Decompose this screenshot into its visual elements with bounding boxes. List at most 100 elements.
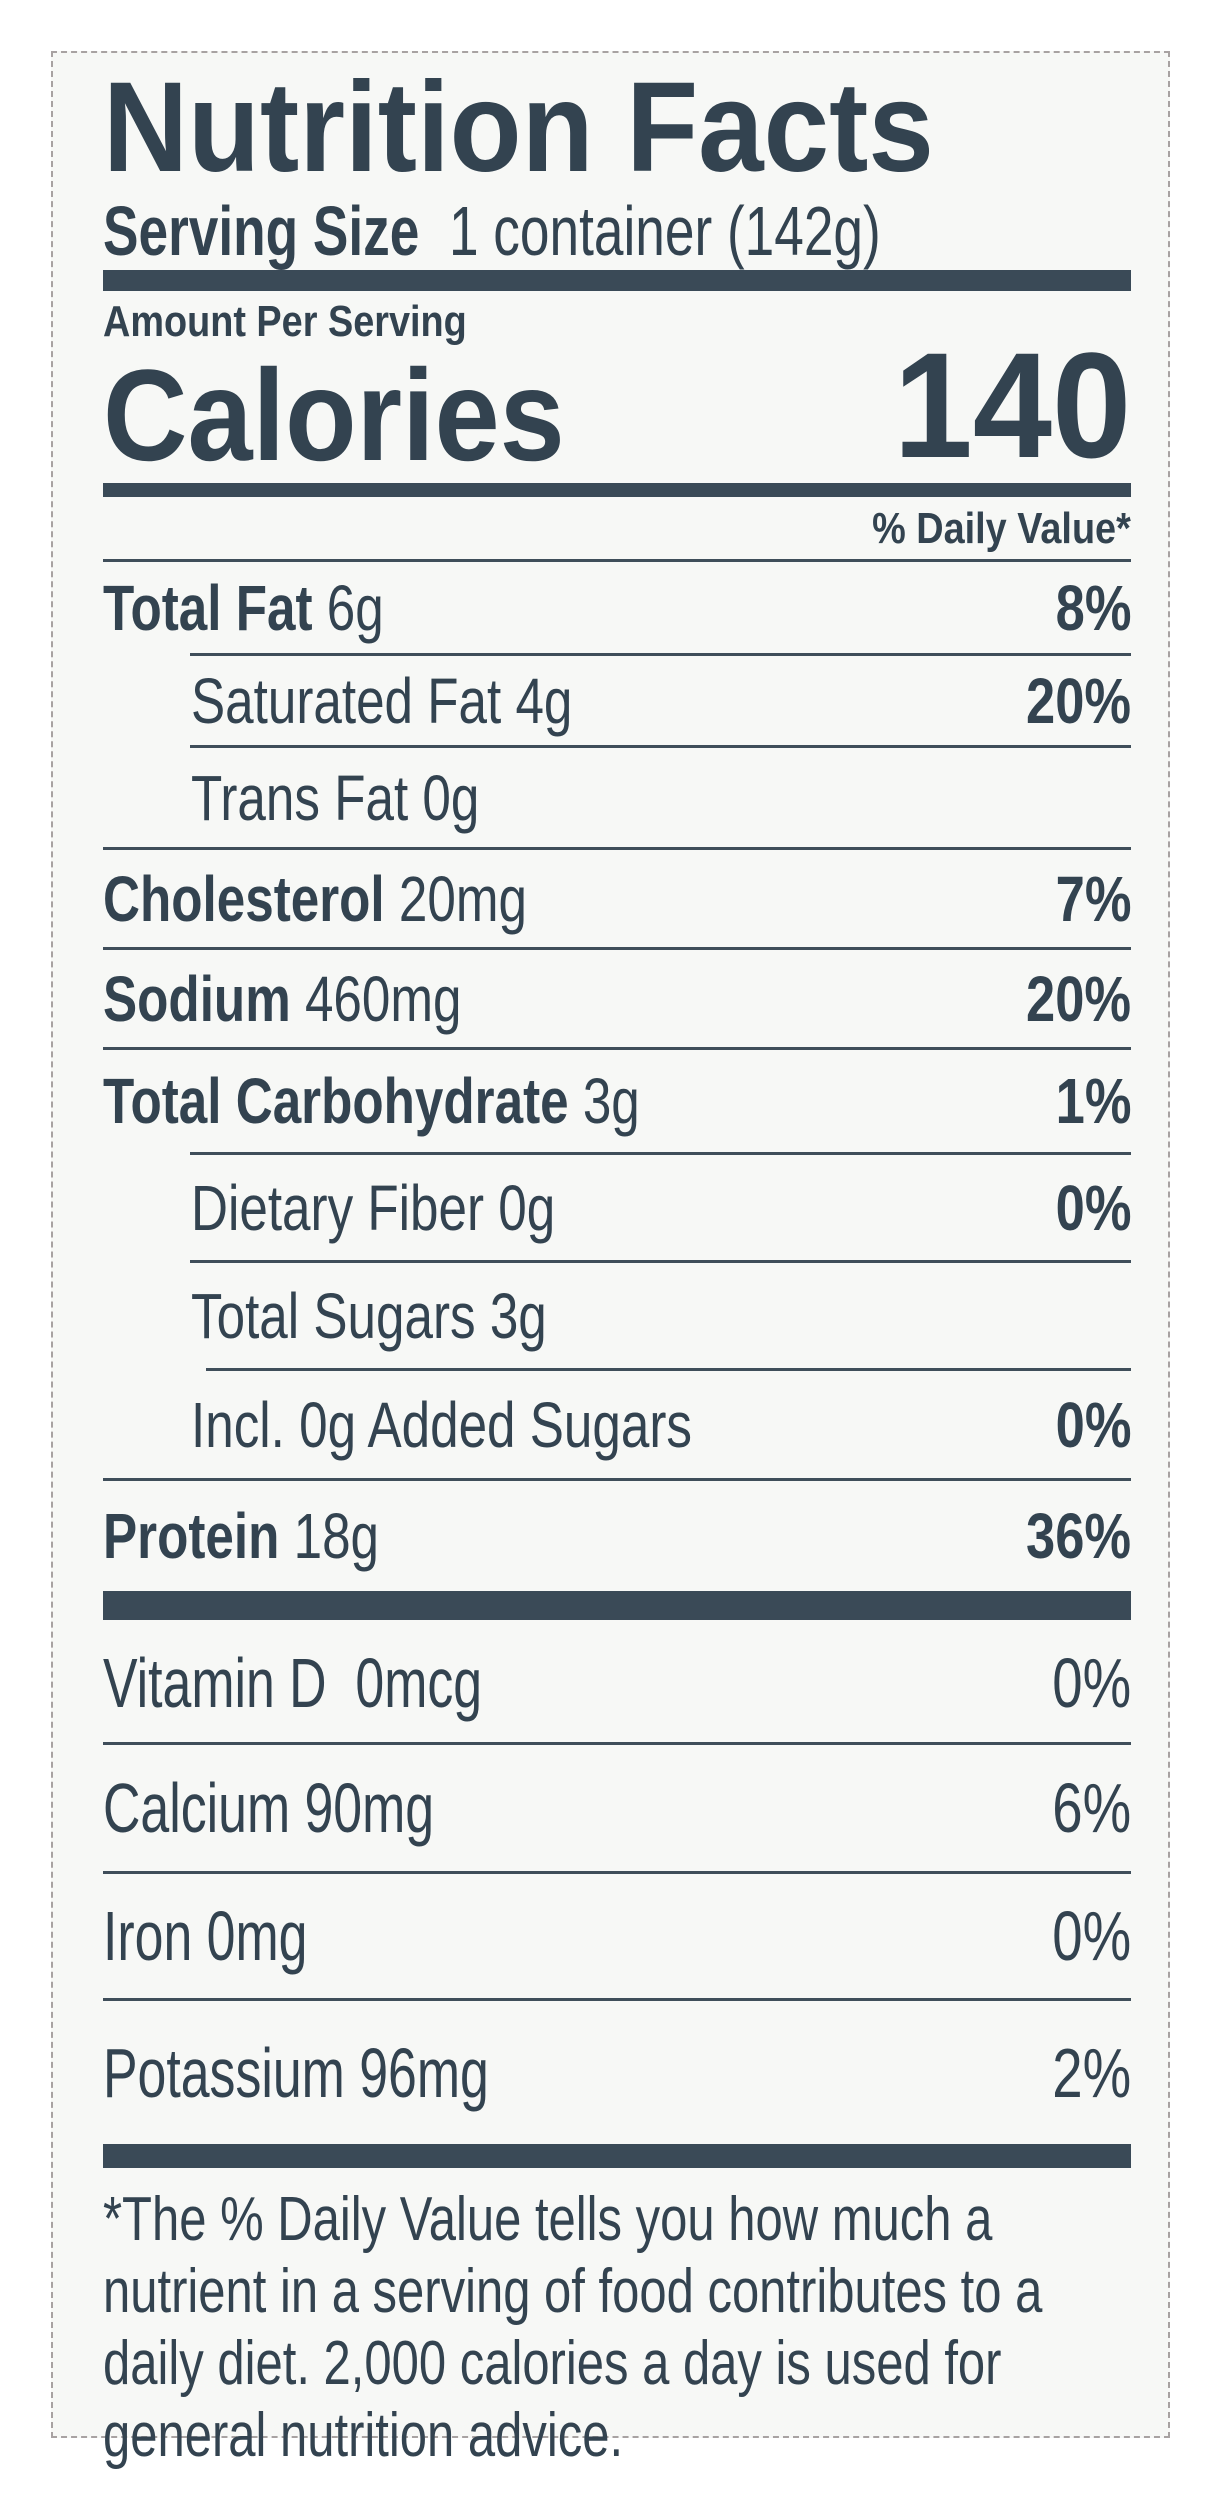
nutrient-daily-value: 1%	[1055, 1065, 1131, 1137]
row-divider	[103, 1478, 1131, 1481]
title-text: Nutrition Facts	[103, 56, 934, 199]
footnote: *The % Daily Value tells you how much a …	[103, 2185, 1043, 2470]
serving-size: Serving Size 1 container (142g)	[103, 196, 1143, 266]
nutrient-name: Incl. 0g Added Sugars	[191, 1388, 692, 1461]
row-divider	[103, 947, 1131, 950]
nutrient-row: Total Sugars 3g	[103, 1263, 1131, 1368]
nutrient-row: Dietary Fiber 0g 0%	[103, 1155, 1131, 1260]
vitamin-row: Iron 0mg 0%	[103, 1874, 1131, 1998]
nutrient-label: Incl. 0g Added Sugars	[191, 1388, 692, 1462]
vitamin-name: Potassium	[103, 2033, 345, 2112]
vitamin-daily-value: 6%	[1052, 1769, 1131, 1847]
vitamin-daily-value: 0%	[1052, 1897, 1131, 1975]
nutrient-label: Total Sugars 3g	[191, 1279, 547, 1353]
nutrient-daily-value: 7%	[1055, 862, 1131, 935]
row-divider	[103, 1742, 1131, 1745]
calories-value-text: 140	[893, 321, 1131, 489]
nutrient-daily-value: 36%	[1025, 1500, 1131, 1572]
nutrient-amount: 0g	[422, 761, 480, 834]
vitamin-label: Potassium 96mg	[103, 2033, 489, 2113]
row-divider	[206, 1368, 1131, 1371]
thick-divider	[103, 1591, 1131, 1620]
vitamin-name: Vitamin D	[103, 1643, 327, 1722]
vitamin-daily-value: 0%	[1052, 1643, 1131, 1722]
vitamin-row: Calcium 90mg 6%	[103, 1745, 1131, 1871]
row-divider	[190, 745, 1131, 748]
serving-size-label: Serving Size	[103, 192, 420, 270]
row-divider	[190, 1260, 1131, 1263]
vitamin-row: Vitamin D 0mcg 0%	[103, 1623, 1131, 1742]
nutrient-row: Incl. 0g Added Sugars 0%	[103, 1371, 1131, 1478]
daily-value-header-text: % Daily Value*	[872, 504, 1131, 553]
nutrient-name: Saturated Fat	[191, 664, 502, 737]
vitamin-name: Iron	[103, 1897, 193, 1975]
nutrient-row: Trans Fat 0g	[103, 748, 1131, 847]
nutrient-row: Saturated Fat 4g 20%	[103, 656, 1131, 745]
nutrient-row: Total Fat 6g 8%	[103, 562, 1131, 653]
vitamin-label: Vitamin D 0mcg	[103, 1643, 482, 1723]
nutrient-amount: 18g	[293, 1500, 380, 1572]
row-divider	[190, 653, 1131, 656]
nutrient-amount: 4g	[515, 664, 573, 737]
nutrient-name: Cholesterol	[103, 862, 385, 935]
nutrient-daily-value: 8%	[1055, 571, 1131, 644]
calories-label-text: Calories	[103, 342, 565, 488]
row-divider	[190, 1152, 1131, 1155]
nutrient-name: Total Carbohydrate	[103, 1065, 569, 1137]
vitamin-amount: 96mg	[359, 2033, 489, 2112]
nutrient-amount: 460mg	[304, 962, 462, 1035]
vitamin-daily-value: 2%	[1052, 2033, 1131, 2112]
serving-size-value: 1 container (142g)	[448, 192, 881, 270]
nutrient-name: Total Sugars	[191, 1279, 476, 1352]
nutrient-label: Saturated Fat 4g	[191, 664, 572, 738]
nutrient-row: Cholesterol 20mg 7%	[103, 850, 1131, 947]
row-divider	[103, 847, 1131, 850]
amount-per-serving-text: Amount Per Serving	[103, 297, 467, 346]
nutrient-name: Dietary Fiber	[191, 1171, 485, 1244]
nutrient-amount: 20mg	[398, 862, 527, 935]
nutrient-amount: 3g	[582, 1065, 640, 1137]
nutrient-row: Protein 18g 36%	[103, 1481, 1131, 1591]
vitamin-label: Calcium 90mg	[103, 1768, 434, 1848]
nutrient-row: Sodium 460mg 20%	[103, 950, 1131, 1047]
nutrient-label: Sodium 460mg	[103, 962, 462, 1036]
nutrient-name: Trans Fat	[191, 761, 409, 834]
row-divider	[103, 1998, 1131, 2001]
calories-value: 140	[881, 330, 1131, 480]
vitamin-label: Iron 0mg	[103, 1896, 307, 1976]
nutrient-label: Dietary Fiber 0g	[191, 1171, 555, 1245]
title: Nutrition Facts	[103, 64, 1006, 192]
vitamin-amount: 0mcg	[355, 1643, 483, 1722]
nutrient-label: Total Fat 6g	[103, 571, 384, 645]
nutrient-daily-value: 20%	[1025, 664, 1131, 737]
serving-size-text: Serving Size 1 container (142g)	[103, 196, 881, 266]
row-divider	[103, 1047, 1131, 1050]
nutrient-daily-value: 0%	[1055, 1388, 1131, 1461]
nutrient-daily-value: 20%	[1025, 962, 1131, 1035]
nutrient-label: Cholesterol 20mg	[103, 862, 527, 936]
nutrient-amount: 3g	[489, 1279, 547, 1352]
nutrient-daily-value: 0%	[1055, 1171, 1131, 1244]
vitamin-amount: 90mg	[304, 1769, 435, 1847]
nutrient-name: Total Fat	[103, 571, 313, 644]
nutrient-name: Protein	[103, 1500, 280, 1572]
amount-per-serving: Amount Per Serving	[103, 300, 526, 344]
nutrient-label: Total Carbohydrate 3g	[103, 1064, 640, 1138]
vitamin-row: Potassium 96mg 2%	[103, 2001, 1131, 2144]
nutrition-facts-label	[51, 51, 1170, 2438]
nutrient-label: Protein 18g	[103, 1499, 379, 1573]
vitamin-amount: 0mg	[206, 1897, 308, 1975]
daily-value-header: % Daily Value*	[830, 507, 1131, 551]
vitamin-name: Calcium	[103, 1769, 291, 1847]
nutrient-name: Sodium	[103, 962, 291, 1035]
medium-divider	[103, 483, 1131, 497]
nutrient-amount: 6g	[326, 571, 384, 644]
nutrient-row: Total Carbohydrate 3g 1%	[103, 1050, 1131, 1152]
row-divider	[103, 1871, 1131, 1874]
thick-divider	[103, 2144, 1131, 2168]
calories-label: Calories	[103, 350, 616, 480]
nutrient-amount: 0g	[498, 1171, 556, 1244]
thick-divider	[103, 270, 1131, 291]
nutrient-label: Trans Fat 0g	[191, 761, 479, 835]
row-divider	[103, 559, 1131, 562]
